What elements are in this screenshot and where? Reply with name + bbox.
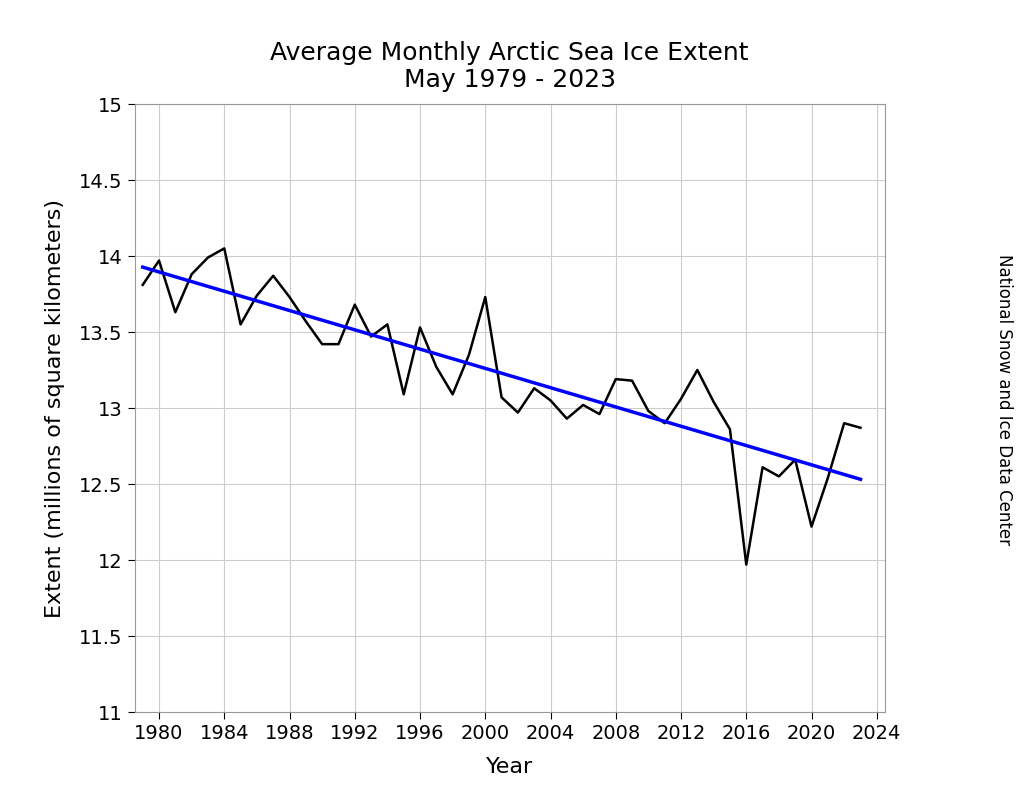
Y-axis label: Extent (millions of square kilometers): Extent (millions of square kilometers) xyxy=(46,198,65,618)
X-axis label: Year: Year xyxy=(486,757,533,777)
Text: National Snow and Ice Data Center: National Snow and Ice Data Center xyxy=(995,254,1013,546)
Title: Average Monthly Arctic Sea Ice Extent
May 1979 - 2023: Average Monthly Arctic Sea Ice Extent Ma… xyxy=(270,41,749,92)
